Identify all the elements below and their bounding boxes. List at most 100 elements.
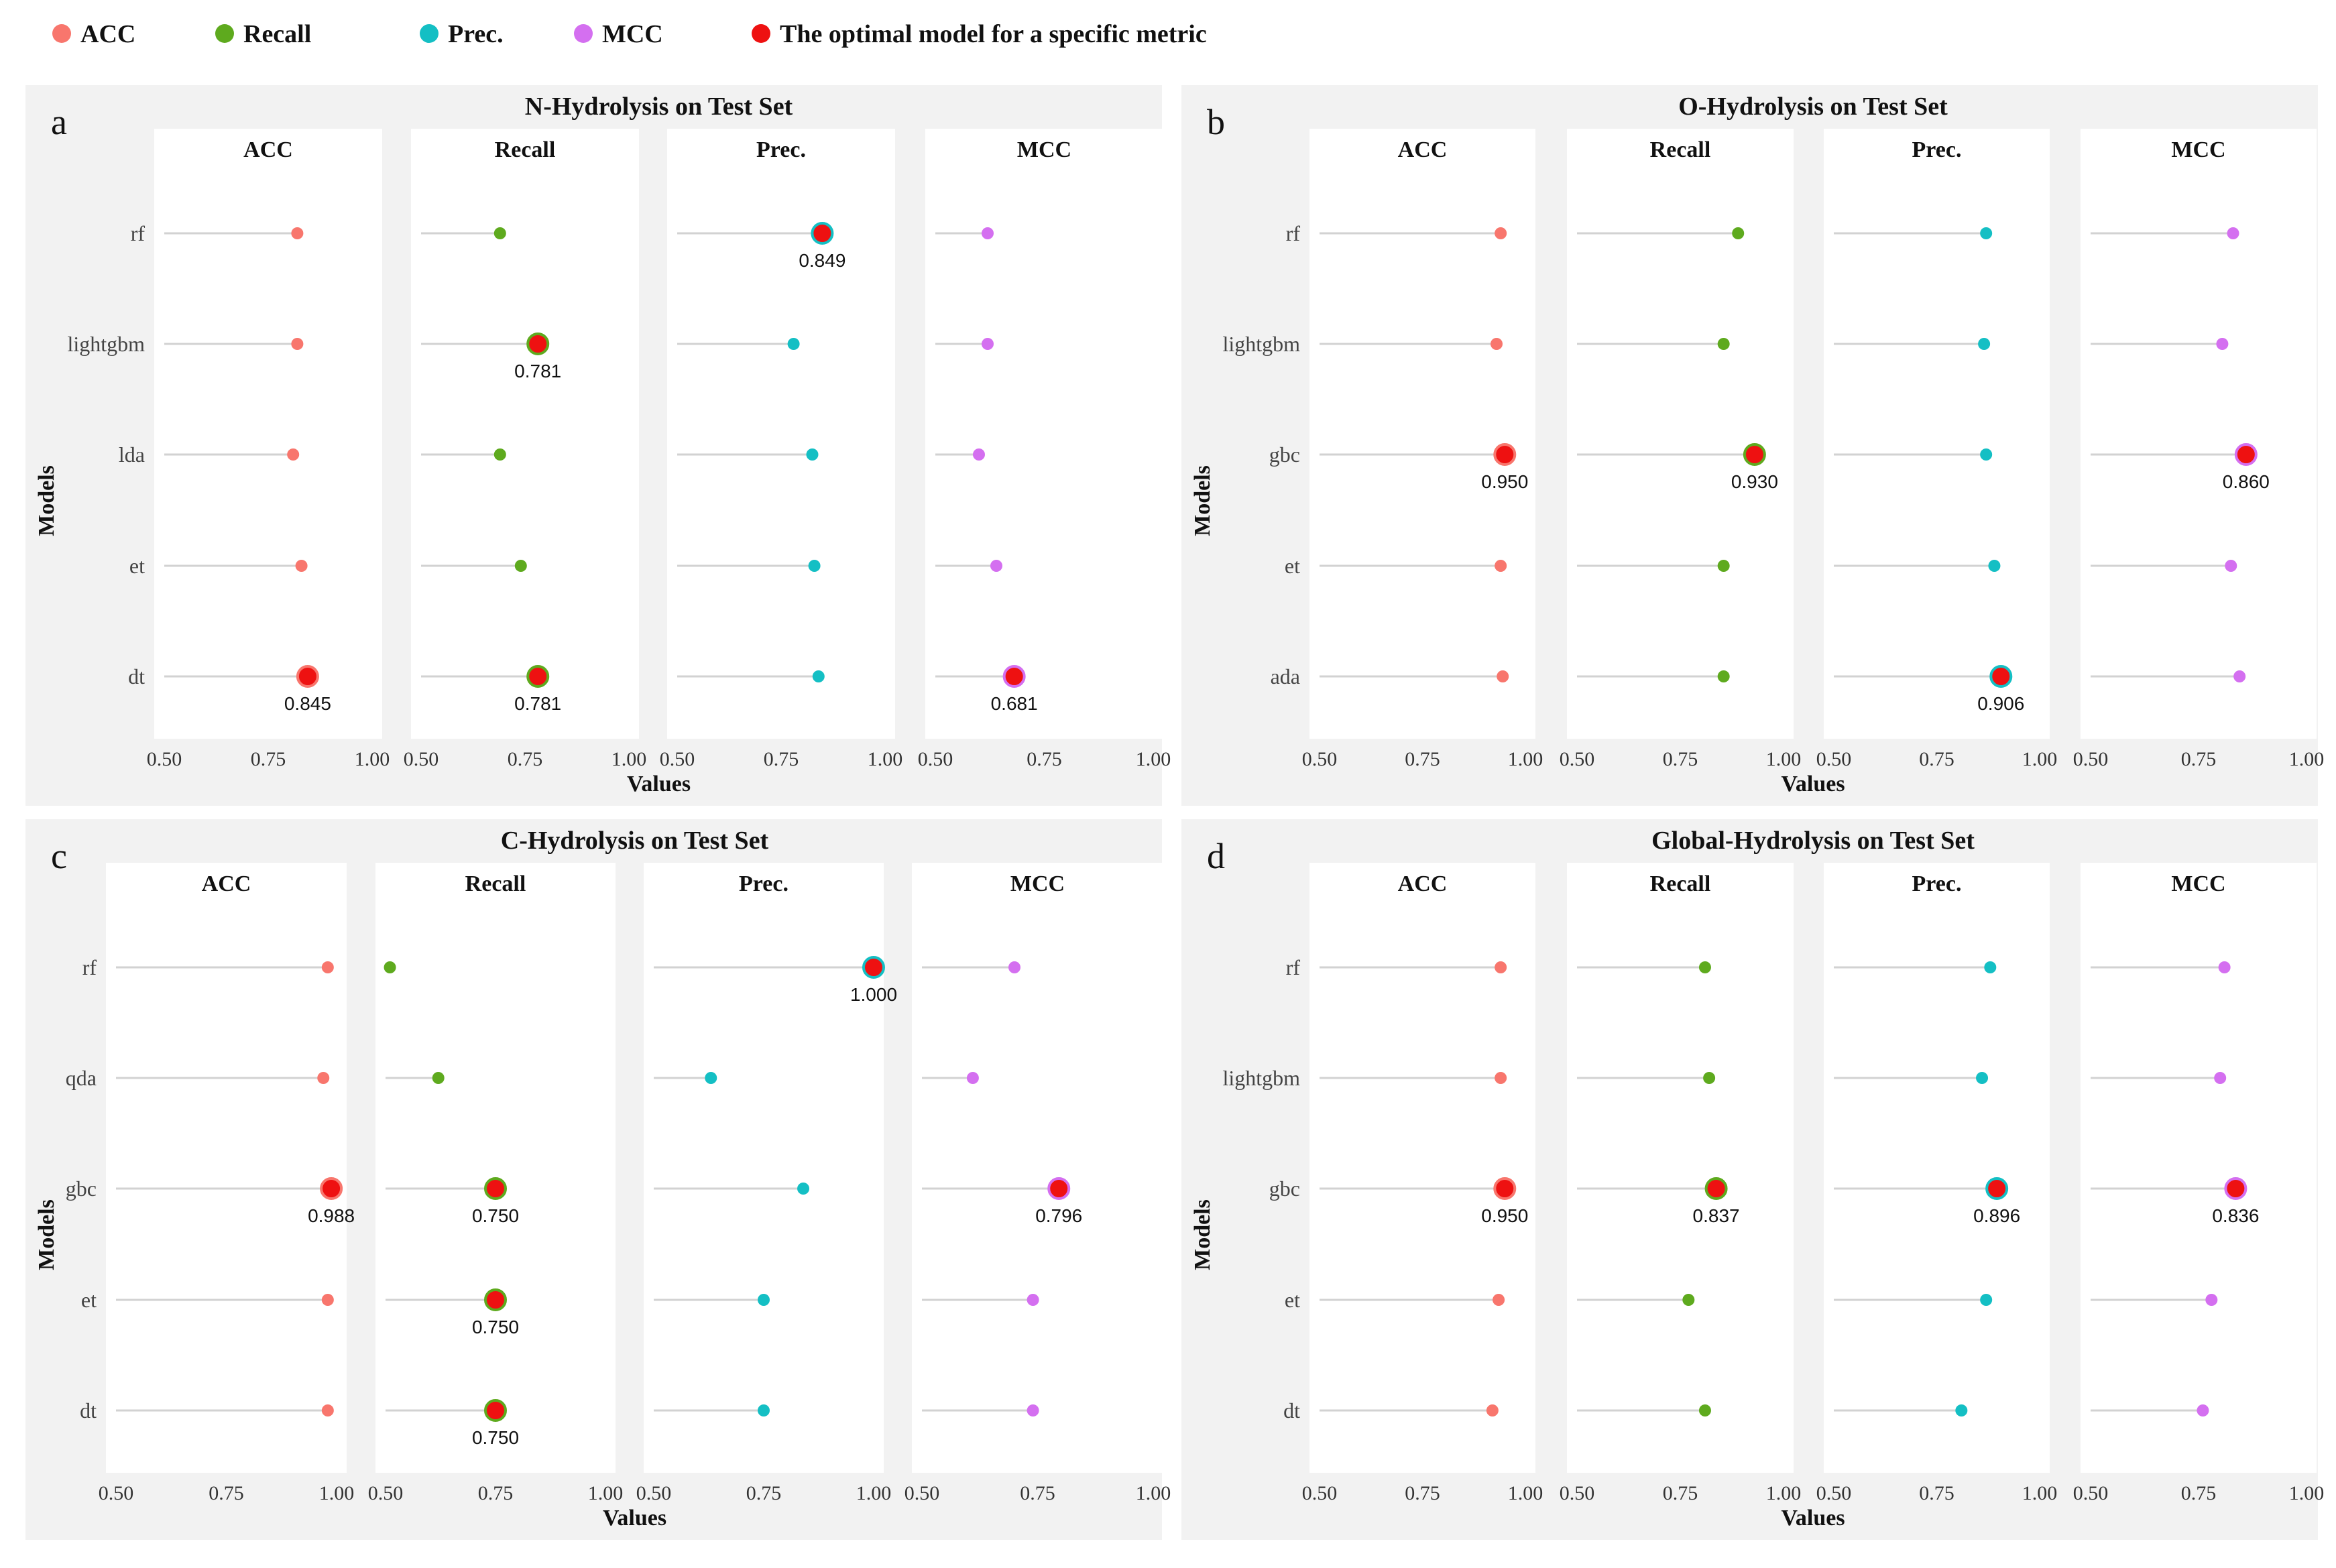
optimal-value-label: 0.781 — [514, 361, 561, 381]
optimal-point-gbc — [1493, 443, 1517, 466]
x-tick-label: 0.75 — [209, 1482, 244, 1504]
data-point-et — [1980, 1294, 1993, 1306]
x-tick-label: 1.00 — [2022, 748, 2058, 770]
data-point-lightgbm — [1491, 338, 1503, 350]
model-label-rf: rf — [1286, 955, 1301, 979]
facet-background — [912, 863, 1163, 1473]
data-point-lightgbm — [291, 338, 304, 350]
x-tick-label: 0.75 — [1919, 1482, 1954, 1504]
data-point-qda — [705, 1072, 717, 1084]
x-tick-label: 0.75 — [508, 748, 543, 770]
x-tick-label: 1.00 — [355, 748, 390, 770]
model-label-ada: ada — [1271, 664, 1300, 688]
optimal-point-dt — [484, 1399, 507, 1422]
facet-acc: ACC 0.50 0.75 1.00 0.950 — [1302, 129, 1543, 770]
x-axis-title: Values — [1781, 772, 1845, 796]
facet-label: Prec. — [1912, 871, 1962, 896]
data-point-et — [2205, 1294, 2218, 1306]
panel-letter: c — [51, 836, 67, 876]
facet-label: Recall — [1650, 137, 1711, 162]
model-label-et: et — [129, 554, 145, 578]
optimal-point-gbc — [484, 1177, 507, 1200]
x-tick-label: 1.00 — [1508, 748, 1543, 770]
facet-label: Prec. — [1912, 137, 1962, 162]
data-point-rf — [493, 227, 506, 239]
model-label-et: et — [81, 1288, 97, 1312]
facet-label: Prec. — [756, 137, 806, 162]
model-label-rf: rf — [1286, 221, 1301, 245]
data-point-lightgbm — [1978, 338, 1991, 350]
x-tick-label: 0.50 — [147, 748, 182, 770]
x-tick-label: 0.50 — [918, 748, 953, 770]
facet-label: ACC — [243, 137, 293, 162]
legend-label: MCC — [602, 20, 663, 48]
data-point-et — [758, 1294, 770, 1306]
x-tick-label: 1.00 — [1136, 1482, 1171, 1504]
data-point-lightgbm — [1703, 1072, 1716, 1084]
facet-background — [1309, 863, 1535, 1473]
x-tick-label: 0.50 — [2073, 748, 2109, 770]
data-point-qda — [317, 1072, 330, 1084]
x-tick-label: 0.50 — [368, 1482, 404, 1504]
optimal-point-rf — [811, 222, 834, 245]
facet-background — [1567, 863, 1794, 1473]
x-tick-label: 0.50 — [904, 1482, 940, 1504]
facet-background — [375, 863, 616, 1473]
x-tick-label: 0.75 — [2181, 748, 2217, 770]
facet-recall: Recall 0.50 0.75 1.00 0.837 — [1560, 863, 1802, 1504]
legend: ACC Recall Prec. MCC The optimal model for a… — [52, 20, 1207, 48]
data-point-et — [1717, 560, 1730, 572]
legend-label: Recall — [243, 20, 311, 48]
panel-c: c C-Hydrolysis on Test Set Models rf qda gbc e… — [25, 819, 1171, 1540]
data-point-dt — [1486, 1404, 1499, 1416]
data-point-lda — [806, 448, 819, 461]
facet-acc: ACC 0.50 0.75 1.00 0.950 — [1302, 863, 1543, 1504]
x-tick-label: 0.75 — [764, 748, 799, 770]
x-tick-label: 0.50 — [1302, 1482, 1338, 1504]
x-tick-label: 1.00 — [1766, 748, 1802, 770]
facet-background — [1824, 129, 2050, 739]
data-point-lightgbm — [2216, 338, 2229, 350]
data-point-rf — [1698, 961, 1711, 973]
data-point-qda — [966, 1072, 979, 1084]
legend-item-acc: ACC — [52, 20, 135, 48]
model-label-rf: rf — [131, 221, 145, 245]
data-point-lightgbm — [982, 338, 994, 350]
legend-marker-prec — [420, 24, 439, 43]
data-point-et — [1493, 1294, 1505, 1306]
legend-label: The optimal model for a specific metric — [780, 20, 1207, 48]
x-axis-title: Values — [603, 1506, 666, 1530]
optimal-value-label: 0.950 — [1481, 471, 1528, 492]
data-point-gbc — [1980, 448, 1993, 461]
model-label-gbc: gbc — [1269, 442, 1300, 467]
model-label-lightgbm: lightgbm — [1222, 1066, 1300, 1090]
data-point-lightgbm — [1976, 1072, 1989, 1084]
facet-background — [411, 129, 639, 739]
data-point-dt — [321, 1404, 334, 1416]
x-tick-label: 0.50 — [404, 748, 439, 770]
optimal-value-label: 0.860 — [2223, 471, 2270, 492]
facet-background — [667, 129, 895, 739]
data-point-lightgbm — [1717, 338, 1730, 350]
model-label-lightgbm: lightgbm — [1222, 332, 1300, 356]
data-point-rf — [1495, 227, 1507, 239]
optimal-value-label: 0.950 — [1481, 1205, 1528, 1226]
facet-label: ACC — [1398, 871, 1448, 896]
panel-letter: d — [1207, 836, 1225, 876]
y-axis-title: Models — [1190, 465, 1215, 536]
data-point-rf — [384, 961, 396, 973]
optimal-value-label: 0.750 — [472, 1317, 519, 1337]
optimal-value-label: 0.750 — [472, 1205, 519, 1226]
legend-item-mcc: MCC — [574, 20, 663, 48]
x-tick-label: 1.00 — [1766, 1482, 1802, 1504]
x-tick-label: 1.00 — [2289, 1482, 2325, 1504]
data-point-rf — [982, 227, 994, 239]
x-tick-label: 0.75 — [478, 1482, 514, 1504]
facet-label: MCC — [1017, 137, 1071, 162]
x-tick-label: 0.75 — [1020, 1482, 1055, 1504]
optimal-point-gbc — [320, 1177, 343, 1200]
optimal-point-gbc — [2224, 1177, 2247, 1200]
data-point-gbc — [797, 1183, 810, 1195]
data-point-lightgbm — [2214, 1072, 2227, 1084]
